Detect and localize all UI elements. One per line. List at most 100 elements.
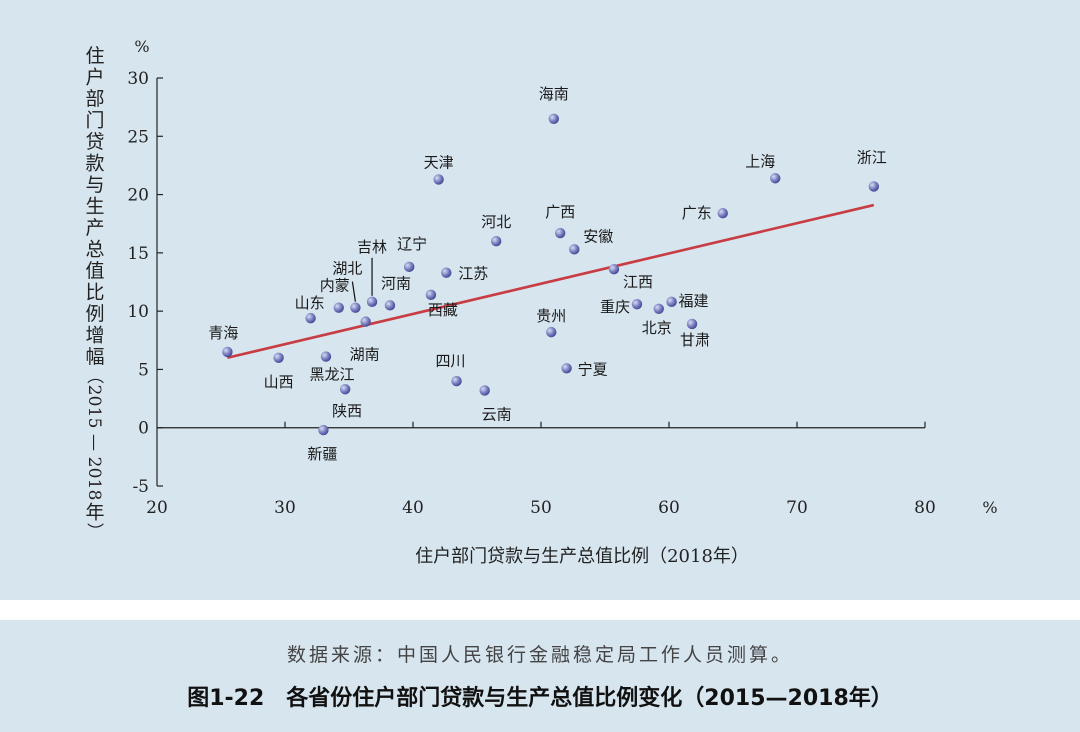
data-label: 陕西	[332, 402, 362, 420]
data-point	[403, 261, 415, 273]
y-tick-label: 10	[127, 302, 149, 322]
y-tick-label: -5	[132, 477, 149, 497]
data-label: 江苏	[458, 265, 488, 283]
data-point	[770, 173, 781, 184]
y-axis-label-char: （	[84, 367, 104, 384]
data-point	[318, 424, 329, 436]
x-axis-label: 住户部门贷款与生产总值比例（2018年）	[415, 546, 749, 567]
figure-title: 各省份住户部门贷款与生产总值比例变化（2015—2018年）	[286, 686, 893, 711]
data-label: 辽宁	[397, 235, 427, 253]
divider	[0, 600, 1080, 620]
x-tick-label: 80	[914, 498, 936, 518]
data-point	[546, 326, 557, 338]
data-point	[441, 267, 452, 278]
data-label: 西藏	[428, 301, 458, 319]
y-tick-label: 20	[127, 186, 149, 206]
y-axis-label-char: 部	[85, 88, 104, 110]
x-unit-label: %	[982, 498, 997, 517]
data-label: 吉林	[357, 238, 387, 256]
data-point	[555, 227, 566, 239]
data-point	[868, 181, 879, 192]
y-axis-label-char: 1	[84, 407, 104, 418]
data-label: 四川	[436, 352, 466, 370]
data-point	[561, 363, 572, 374]
y-axis-label-char: 值	[85, 260, 104, 282]
y-axis-label-char: 年	[85, 502, 104, 524]
data-label: 福建	[679, 292, 709, 310]
y-axis-label-char: 5	[84, 418, 104, 429]
figure-number: 图1-22	[187, 686, 265, 711]
data-point	[451, 375, 462, 387]
data-label: 宁夏	[578, 360, 608, 378]
y-unit-label: %	[134, 37, 149, 56]
figure-caption: 图1-22 各省份住户部门贷款与生产总值比例变化（2015—2018年）	[0, 680, 1080, 712]
data-point	[666, 296, 677, 308]
y-axis-label-char: 增	[85, 325, 104, 347]
data-point	[491, 236, 502, 247]
data-label: 甘肃	[680, 331, 710, 349]
data-label: 上海	[745, 152, 775, 170]
data-label: 河南	[381, 274, 411, 292]
data-label: 湖北	[332, 260, 362, 278]
data-label: 北京	[642, 319, 672, 337]
data-label: 天津	[424, 153, 454, 171]
y-axis-label-char: 0	[84, 468, 104, 479]
data-point	[320, 351, 332, 362]
y-axis-label-char: 0	[84, 396, 104, 407]
y-tick-label: 30	[127, 69, 149, 89]
data-label: 内蒙	[320, 277, 350, 295]
y-tick-label: 5	[138, 360, 149, 380]
data-point	[653, 303, 664, 315]
x-tick-label: 50	[530, 498, 552, 518]
x-tick-label: 20	[146, 498, 168, 518]
data-label: 青海	[208, 324, 238, 342]
y-axis-label-char: 与	[85, 174, 104, 196]
y-axis-label-char: 款	[85, 153, 104, 175]
data-point	[273, 352, 284, 363]
data-point	[548, 113, 559, 125]
data-label: 湖南	[350, 346, 380, 364]
y-tick-label: 0	[138, 419, 149, 439]
y-axis-label-char: ）	[84, 523, 104, 540]
data-label: 江西	[623, 273, 653, 291]
y-axis-label-char: 幅	[85, 346, 104, 368]
chart-panel: -5 0 5 10 15 20 25 30 20 30 40 50 60 70 80%% 海南 天津 上海 浙江广…	[0, 0, 1080, 600]
data-label: 山西	[264, 373, 294, 391]
data-label: 安徽	[583, 227, 613, 245]
data-point	[222, 346, 233, 358]
data-label: 新疆	[307, 445, 337, 463]
y-axis-label-char: 2	[84, 457, 104, 468]
data-label: 浙江	[857, 148, 887, 166]
data-point	[425, 289, 437, 301]
x-tick-label: 60	[658, 498, 680, 518]
y-tick-label: 15	[127, 244, 149, 264]
y-axis-label-char: —	[84, 434, 104, 451]
data-point	[686, 318, 698, 330]
data-point	[384, 300, 396, 311]
y-tick-label: 25	[127, 127, 149, 147]
y-axis-label-char: 总	[85, 239, 104, 261]
y-axis-label-char: 住	[85, 45, 104, 67]
data-point	[339, 384, 351, 395]
data-point	[433, 174, 444, 185]
leader-line	[351, 281, 356, 302]
data-point	[479, 385, 490, 396]
y-axis-label-char: 门	[85, 110, 104, 132]
data-label: 海南	[539, 85, 569, 103]
data-point	[366, 296, 378, 308]
data-point	[608, 263, 620, 275]
caption-panel	[0, 620, 1080, 732]
data-point	[350, 302, 361, 313]
x-tick-label: 70	[786, 498, 808, 518]
data-point	[569, 244, 580, 255]
data-point	[305, 312, 316, 324]
y-axis-label-char: 2	[84, 385, 104, 396]
trend-line	[227, 203, 875, 360]
data-label: 云南	[482, 405, 512, 423]
y-axis-label-char: 贷	[85, 131, 104, 153]
data-label: 黑龙江	[309, 366, 354, 384]
data-label: 重庆	[600, 298, 630, 316]
data-label: 广东	[682, 204, 712, 222]
data-label: 贵州	[536, 307, 566, 325]
